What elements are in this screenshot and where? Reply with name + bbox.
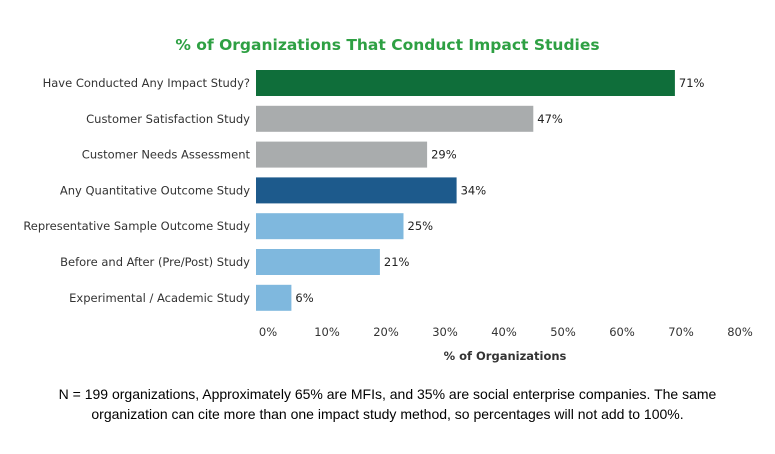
- category-label: Customer Needs Assessment: [82, 148, 251, 162]
- x-tick-label: 60%: [609, 325, 635, 339]
- category-label: Before and After (Pre/Post) Study: [60, 255, 250, 269]
- footnote: N = 199 organizations, Approximately 65%…: [58, 386, 717, 422]
- bar-4: [256, 177, 457, 204]
- bar-3: [256, 141, 428, 168]
- x-tick-label: 0%: [259, 325, 277, 339]
- bar-5: [256, 213, 404, 240]
- value-label: 71%: [679, 76, 705, 90]
- x-tick-label: 70%: [668, 325, 694, 339]
- category-label: Have Conducted Any Impact Study?: [43, 76, 250, 90]
- bar-6: [256, 249, 380, 275]
- category-labels: Have Conducted Any Impact Study? Customer…: [23, 76, 250, 305]
- category-label: Any Quantitative Outcome Study: [60, 183, 250, 197]
- value-label: 34%: [461, 183, 487, 197]
- category-label: Experimental / Academic Study: [69, 291, 250, 305]
- x-tick-label: 10%: [314, 325, 340, 339]
- category-label: Customer Satisfaction Study: [86, 112, 250, 126]
- x-tick-label: 20%: [373, 325, 399, 339]
- value-labels: 71% 47% 29% 34% 25% 21% 6%: [295, 76, 704, 305]
- value-label: 47%: [537, 112, 563, 126]
- value-label: 29%: [431, 148, 457, 162]
- x-tick-label: 40%: [491, 325, 517, 339]
- bar-2: [256, 105, 534, 132]
- bars-group: [256, 70, 675, 311]
- x-axis-ticks: 0% 10% 20% 30% 40% 50% 60% 70% 80%: [259, 325, 753, 339]
- category-label: Representative Sample Outcome Study: [23, 219, 250, 233]
- x-axis-title: % of Organizations: [444, 349, 567, 363]
- bar-1: [256, 70, 675, 96]
- x-tick-label: 50%: [550, 325, 576, 339]
- value-label: 6%: [295, 291, 313, 305]
- chart-title: % of Organizations That Conduct Impact S…: [175, 36, 600, 54]
- bar-7: [256, 284, 292, 311]
- bar-chart: Have Conducted Any Impact Study? Customer…: [23, 70, 753, 363]
- value-label: 21%: [384, 255, 410, 269]
- x-tick-label: 30%: [432, 325, 458, 339]
- value-label: 25%: [408, 219, 434, 233]
- x-tick-label: 80%: [727, 325, 753, 339]
